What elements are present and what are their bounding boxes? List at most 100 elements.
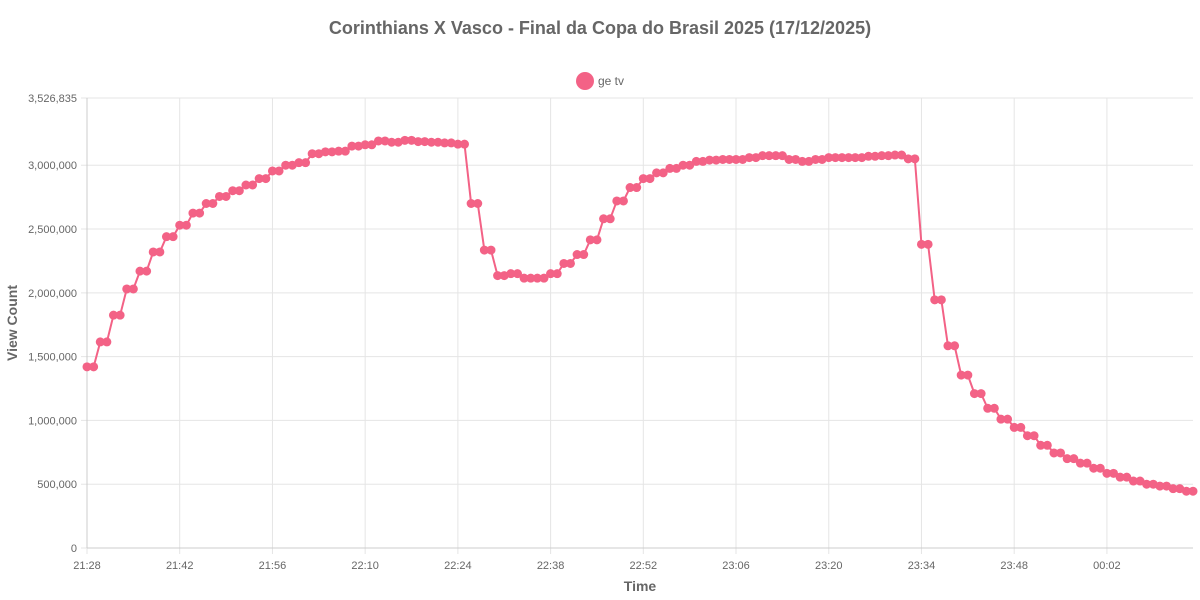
data-point[interactable] — [989, 403, 999, 413]
data-point[interactable] — [731, 154, 741, 164]
data-point[interactable] — [877, 151, 887, 161]
data-point[interactable] — [565, 258, 575, 268]
data-point[interactable] — [830, 153, 840, 163]
data-point[interactable] — [367, 140, 377, 150]
data-point[interactable] — [426, 137, 436, 147]
data-point[interactable] — [625, 183, 635, 193]
data-point[interactable] — [1142, 479, 1152, 489]
data-point[interactable] — [188, 208, 198, 218]
data-point[interactable] — [254, 174, 264, 184]
data-point[interactable] — [1042, 440, 1052, 450]
data-point[interactable] — [632, 183, 642, 193]
data-point[interactable] — [744, 153, 754, 163]
data-point[interactable] — [413, 137, 423, 147]
data-point[interactable] — [420, 137, 430, 147]
data-point[interactable] — [665, 163, 675, 173]
data-point[interactable] — [691, 156, 701, 166]
data-point[interactable] — [89, 362, 99, 372]
data-point[interactable] — [1089, 463, 1099, 473]
data-point[interactable] — [599, 214, 609, 224]
data-point[interactable] — [1102, 468, 1112, 478]
data-point[interactable] — [320, 147, 330, 157]
data-point[interactable] — [844, 153, 854, 163]
data-point[interactable] — [128, 284, 138, 294]
data-point[interactable] — [466, 198, 476, 208]
data-point[interactable] — [903, 154, 913, 164]
data-point[interactable] — [228, 186, 238, 196]
data-point[interactable] — [519, 273, 529, 283]
data-point[interactable] — [1188, 486, 1198, 496]
data-point[interactable] — [797, 156, 807, 166]
data-point[interactable] — [678, 160, 688, 170]
data-point[interactable] — [148, 247, 158, 257]
data-point[interactable] — [956, 370, 966, 380]
data-point[interactable] — [1056, 448, 1066, 458]
data-point[interactable] — [1181, 486, 1191, 496]
data-point[interactable] — [307, 149, 317, 159]
data-point[interactable] — [658, 168, 668, 178]
data-point[interactable] — [539, 273, 549, 283]
data-point[interactable] — [234, 186, 244, 196]
data-point[interactable] — [506, 269, 516, 279]
data-point[interactable] — [724, 154, 734, 164]
data-point[interactable] — [811, 154, 821, 164]
data-point[interactable] — [155, 247, 165, 257]
data-point[interactable] — [241, 180, 251, 190]
data-point[interactable] — [916, 239, 926, 249]
data-point[interactable] — [526, 273, 536, 283]
data-point[interactable] — [923, 239, 933, 249]
data-point[interactable] — [281, 160, 291, 170]
data-point[interactable] — [1029, 431, 1039, 441]
legend[interactable]: ge tv — [0, 72, 1200, 90]
data-point[interactable] — [950, 341, 960, 351]
data-point[interactable] — [1115, 472, 1125, 482]
data-point[interactable] — [572, 250, 582, 260]
data-point[interactable] — [943, 341, 953, 351]
data-point[interactable] — [161, 232, 171, 242]
data-point[interactable] — [592, 235, 602, 245]
data-point[interactable] — [1069, 454, 1079, 464]
data-point[interactable] — [301, 158, 311, 168]
data-point[interactable] — [261, 174, 271, 184]
data-point[interactable] — [221, 191, 231, 201]
data-point[interactable] — [930, 295, 940, 305]
data-point[interactable] — [168, 232, 178, 242]
data-point[interactable] — [996, 414, 1006, 424]
data-point[interactable] — [963, 370, 973, 380]
data-point[interactable] — [546, 269, 556, 279]
data-point[interactable] — [870, 151, 880, 161]
data-point[interactable] — [976, 389, 986, 399]
data-point[interactable] — [175, 220, 185, 230]
data-point[interactable] — [1022, 431, 1032, 441]
data-point[interactable] — [274, 166, 284, 176]
data-point[interactable] — [784, 154, 794, 164]
data-point[interactable] — [1075, 458, 1085, 468]
data-point[interactable] — [453, 139, 463, 149]
data-point[interactable] — [1155, 481, 1165, 491]
data-point[interactable] — [347, 141, 357, 151]
data-point[interactable] — [969, 389, 979, 399]
data-point[interactable] — [208, 198, 218, 208]
data-point[interactable] — [711, 155, 721, 165]
data-point[interactable] — [267, 166, 277, 176]
data-point[interactable] — [1082, 458, 1092, 468]
data-point[interactable] — [327, 147, 337, 157]
data-point[interactable] — [248, 180, 258, 190]
data-point[interactable] — [102, 337, 112, 347]
data-point[interactable] — [559, 258, 569, 268]
data-point[interactable] — [1049, 448, 1059, 458]
data-point[interactable] — [890, 150, 900, 160]
data-point[interactable] — [1009, 422, 1019, 432]
data-point[interactable] — [1168, 484, 1178, 494]
data-point[interactable] — [512, 269, 522, 279]
data-point[interactable] — [433, 137, 443, 147]
data-point[interactable] — [758, 151, 768, 161]
data-point[interactable] — [1062, 454, 1072, 464]
data-point[interactable] — [1109, 468, 1119, 478]
data-point[interactable] — [863, 151, 873, 161]
data-point[interactable] — [552, 269, 562, 279]
data-point[interactable] — [459, 139, 469, 149]
data-point[interactable] — [1016, 422, 1026, 432]
data-point[interactable] — [387, 137, 397, 147]
data-point[interactable] — [1036, 440, 1046, 450]
